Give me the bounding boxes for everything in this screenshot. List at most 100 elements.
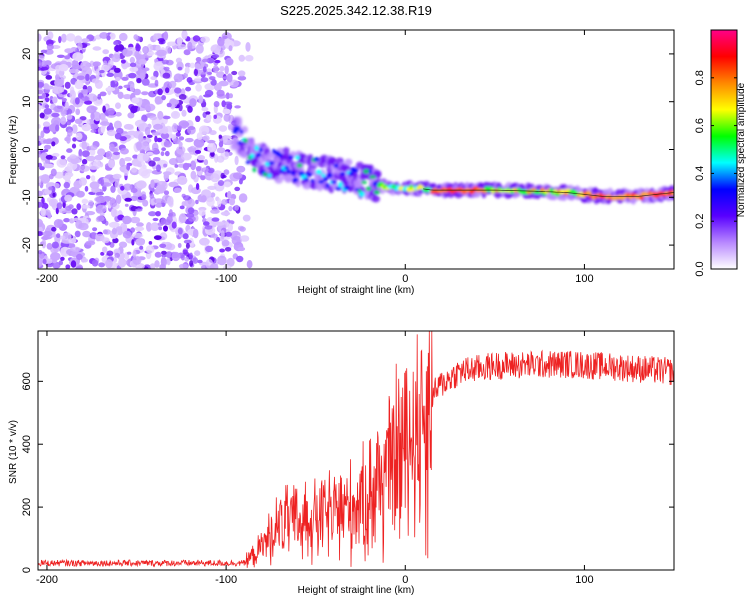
noise-blob xyxy=(110,185,116,193)
noise-blob xyxy=(156,49,167,57)
snr-frame xyxy=(37,330,675,571)
noise-blob xyxy=(43,108,52,115)
noise-blob xyxy=(239,226,246,232)
noise-blob xyxy=(60,116,67,125)
noise-blob xyxy=(59,86,65,93)
noise-blob xyxy=(56,202,63,210)
noise-blob xyxy=(86,155,96,162)
noise-blob xyxy=(128,72,137,79)
noise-blob xyxy=(225,57,234,66)
noise-blob xyxy=(180,152,192,161)
noise-blob xyxy=(81,141,88,150)
noise-blob xyxy=(189,62,196,69)
noise-blob xyxy=(133,34,139,40)
signal-core xyxy=(236,141,242,145)
noise-blob xyxy=(237,246,246,252)
noise-blob xyxy=(224,247,232,252)
noise-blob xyxy=(163,66,170,71)
noise-blob xyxy=(197,155,206,161)
noise-blob xyxy=(220,211,231,216)
noise-blob xyxy=(150,76,157,81)
noise-blob xyxy=(50,252,61,261)
noise-blob xyxy=(51,226,57,232)
noise-blob xyxy=(44,144,51,150)
noise-blob xyxy=(71,143,77,149)
noise-blob xyxy=(150,179,155,189)
signal-halo xyxy=(274,176,283,184)
noise-blob xyxy=(145,169,153,174)
noise-blob xyxy=(218,141,224,148)
noise-blob xyxy=(54,78,64,87)
signal-core xyxy=(252,167,257,173)
noise-blob xyxy=(160,132,170,139)
noise-blob xyxy=(206,57,215,64)
noise-blob xyxy=(187,41,193,51)
noise-blob xyxy=(149,263,156,269)
noise-blob xyxy=(142,46,150,54)
signal-core xyxy=(326,173,333,178)
signal-core xyxy=(315,169,322,175)
noise-blob xyxy=(142,153,150,162)
noise-blob xyxy=(218,125,228,132)
noise-blob xyxy=(106,72,114,77)
noise-blob xyxy=(232,172,243,180)
noise-blob xyxy=(187,105,193,113)
noise-blob xyxy=(207,143,217,152)
signal-core xyxy=(243,138,249,143)
noise-blob xyxy=(216,89,225,97)
noise-blob xyxy=(109,143,115,152)
y-tick-label: 600 xyxy=(21,372,33,390)
noise-blob xyxy=(189,98,197,108)
noise-blob xyxy=(234,155,239,166)
noise-blob xyxy=(178,104,183,112)
noise-blob xyxy=(136,77,142,84)
noise-blob xyxy=(153,123,163,130)
noise-blob xyxy=(238,193,248,203)
noise-blob xyxy=(217,37,225,47)
noise-blob xyxy=(113,120,122,130)
noise-blob xyxy=(81,134,88,142)
noise-blob xyxy=(81,96,90,102)
noise-blob xyxy=(211,217,220,222)
noise-blob xyxy=(43,85,54,90)
noise-blob xyxy=(39,112,45,119)
noise-blob xyxy=(157,222,164,227)
noise-blob xyxy=(60,235,66,240)
signal-core xyxy=(307,172,313,177)
noise-blob xyxy=(141,114,148,122)
noise-blob xyxy=(133,88,142,96)
noise-blob xyxy=(207,139,216,144)
noise-blob xyxy=(72,137,77,142)
noise-blob xyxy=(119,32,128,42)
noise-blob xyxy=(217,180,225,186)
noise-blob xyxy=(88,165,99,170)
noise-blob xyxy=(81,123,92,132)
snr-panel: -200 -100 0 100 0 200 400 600 Height of straig… xyxy=(8,330,675,596)
noise-blob xyxy=(196,132,203,141)
noise-blob xyxy=(105,259,113,269)
noise-blob xyxy=(221,100,226,108)
noise-blob xyxy=(109,198,118,208)
noise-blob xyxy=(184,137,194,143)
noise-blob xyxy=(38,250,43,255)
noise-blob xyxy=(38,61,43,67)
noise-blob xyxy=(51,141,56,147)
noise-blob xyxy=(204,225,213,230)
noise-blob xyxy=(158,226,163,231)
noise-blob xyxy=(108,221,120,228)
noise-blob xyxy=(80,204,91,209)
noise-blob xyxy=(178,263,189,269)
signal-core xyxy=(303,177,309,182)
noise-blob xyxy=(123,169,129,177)
noise-blob xyxy=(89,123,98,130)
noise-blob xyxy=(51,112,60,118)
noise-blob xyxy=(177,125,183,131)
noise-blob xyxy=(183,49,191,56)
noise-blob xyxy=(134,226,145,232)
noise-blob xyxy=(146,222,152,232)
noise-blob xyxy=(134,119,146,128)
noise-blob xyxy=(195,183,200,190)
noise-blob xyxy=(197,259,203,264)
noise-blob xyxy=(94,79,103,89)
noise-blob xyxy=(222,108,231,115)
